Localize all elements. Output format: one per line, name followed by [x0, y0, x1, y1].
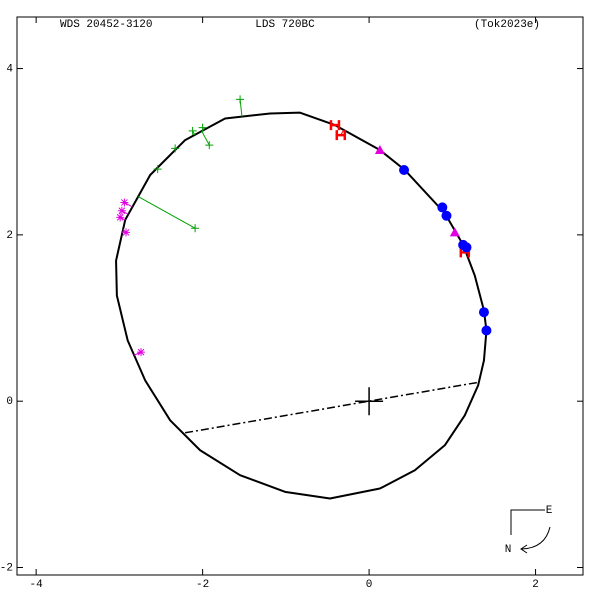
title-right: (Tok2023e)	[474, 19, 540, 31]
observation	[461, 242, 472, 253]
residual	[201, 130, 210, 146]
observation	[205, 141, 214, 150]
x-tick-label: 2	[532, 579, 539, 591]
primary-star	[355, 387, 384, 416]
observation	[191, 224, 200, 233]
y-tick-label: -2	[0, 562, 13, 574]
observation	[122, 228, 131, 237]
compass-north: N	[505, 544, 512, 556]
residual	[137, 196, 196, 229]
x-tick-label: 0	[366, 579, 373, 591]
observation	[481, 325, 492, 336]
compass-arrowhead	[520, 544, 528, 554]
observation	[153, 165, 162, 174]
observation	[198, 123, 207, 132]
observation	[441, 210, 452, 221]
compass-east: E	[546, 505, 553, 517]
observation	[374, 145, 385, 155]
compass-lines	[510, 509, 545, 535]
x-tick-label: -4	[30, 579, 44, 591]
orbit	[115, 111, 488, 500]
observation	[335, 130, 347, 141]
x-tick-label: -2	[196, 579, 209, 591]
observation	[188, 126, 197, 135]
observation	[399, 165, 410, 176]
y-tick-label: 4	[6, 63, 13, 75]
observation	[116, 213, 125, 222]
line-of-nodes	[185, 381, 480, 434]
observation	[120, 198, 129, 207]
observation	[236, 95, 245, 104]
plot-frame	[16, 16, 584, 576]
title-center: LDS 720BC	[255, 19, 315, 31]
observation	[137, 348, 146, 357]
observation	[117, 206, 126, 215]
observation	[437, 202, 448, 213]
compass-arrow	[521, 526, 551, 550]
title-left: WDS 20452-3120	[60, 19, 152, 31]
y-tick-label: 2	[6, 230, 13, 242]
y-tick-label: 0	[6, 396, 13, 408]
observation	[449, 227, 460, 237]
observation	[478, 307, 489, 318]
observation	[329, 120, 341, 131]
observation	[171, 144, 180, 153]
compass: E N	[505, 505, 553, 556]
